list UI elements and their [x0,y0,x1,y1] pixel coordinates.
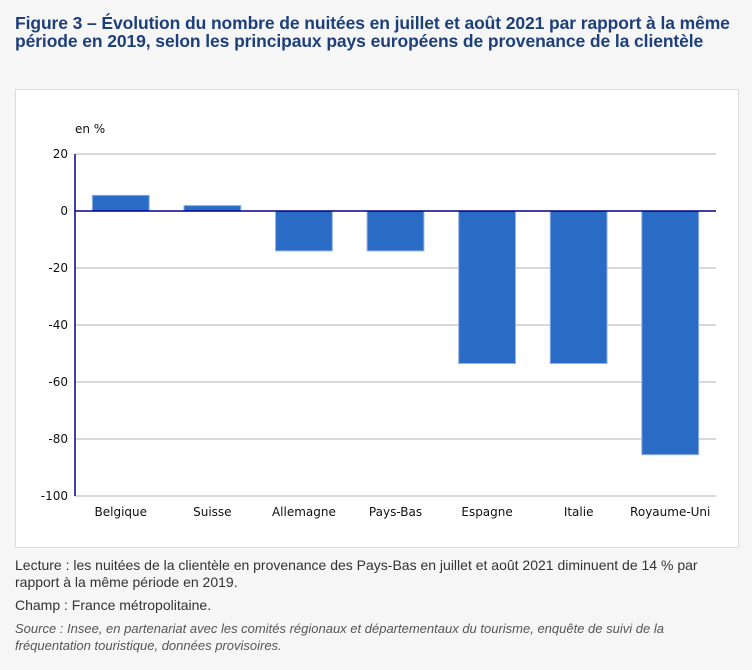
axes [74,154,716,496]
x-tick-label: Belgique [95,505,148,519]
bar-royaume-uni [641,210,700,456]
bar-espagne [458,210,516,364]
x-tick-label: Espagne [461,505,512,519]
y-tick-label: 20 [53,147,68,161]
bar-allemagne [275,210,333,252]
figure-title: Figure 3 – Évolution du nombre de nuitée… [15,13,730,51]
gridlines [75,153,716,497]
y-tick-label: -40 [48,318,68,332]
x-tick-label: Suisse [193,505,231,519]
x-tick-labels: Belgique Suisse Allemagne Pays-Bas Espagne It… [95,505,711,519]
bar-pays-bas [366,210,425,252]
source-note: Source : Insee, en partenariat avec les … [15,621,664,653]
y-tick-label: -20 [48,261,68,275]
x-tick-label: Royaume-Uni [630,505,710,519]
x-tick-label: Allemagne [272,505,336,519]
y-tick-label: 0 [60,204,68,218]
bar-chart: en % 20 0 -20 -40 -60 -80 -100 Belgique Suisse A… [41,122,716,519]
bar-belgique [91,194,150,212]
bar-suisse [183,205,242,212]
y-tick-label: -80 [48,432,68,446]
y-tick-labels: 20 0 -20 -40 -60 -80 -100 [41,147,68,503]
x-tick-label: Pays-Bas [369,505,422,519]
chart-panel: en % 20 0 -20 -40 -60 -80 -100 Belgique Suisse A… [15,89,739,548]
y-tick-label: -60 [48,375,68,389]
champ-note: Champ : France métropolitaine. [15,597,212,613]
x-tick-label: Italie [564,505,594,519]
bars [91,194,700,456]
y-axis-label: en % [75,122,105,136]
lecture-note: Lecture : les nuitées de la clientèle en… [15,557,698,590]
bar-italie [549,210,608,364]
y-tick-label: -100 [41,489,68,503]
